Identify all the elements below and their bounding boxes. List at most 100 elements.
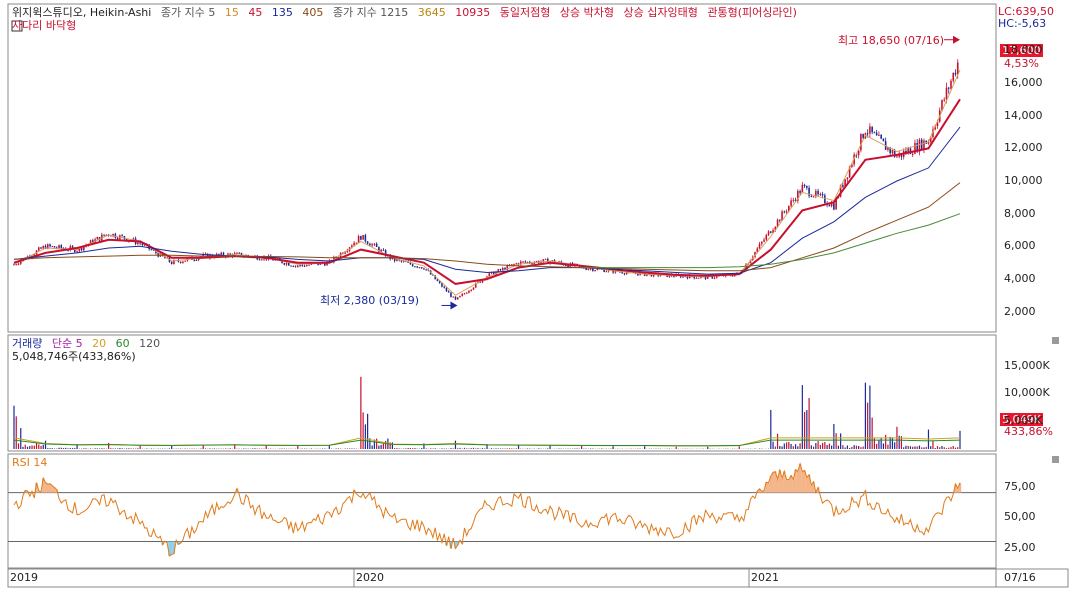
volume-bar [851,446,853,449]
volume-bar [450,448,452,449]
candle-body [929,137,932,142]
volume-bar [369,438,371,449]
volume-bar [42,444,44,449]
candle-body [810,195,813,197]
candle-body [184,260,186,262]
candle-body [637,273,639,276]
volume-bar [265,445,267,449]
candle-body [731,275,734,277]
volume-bar [119,448,121,449]
legend-pattern-2: 상승 박차형 [559,6,615,19]
candle-body [461,293,464,296]
candle-body [416,266,418,268]
volume-bar [121,448,123,449]
rsi-panel-button[interactable] [1052,456,1059,463]
volume-bar [168,448,171,449]
candle-body [468,290,470,293]
candle-body [285,262,288,265]
volume-bar [254,448,256,449]
candle-body [434,275,436,280]
lc-value: LC:639,50 [998,5,1055,18]
volume-bar [389,442,391,449]
candle-body [531,263,533,265]
volume-bar [35,442,38,449]
volume-bar [252,448,254,449]
candle-body [121,235,123,237]
volume-bar [425,448,427,449]
volume-bar [801,385,803,449]
volume-bar [826,445,828,449]
candle-body [170,261,173,264]
volume-bar [880,438,882,449]
volume-bar [788,441,790,449]
candle-body [488,273,491,277]
candle-body [49,244,51,247]
candle-body [542,259,545,262]
legend-ma-135: 135 [271,6,293,19]
volume-bar [22,446,24,449]
candle-body [67,249,69,251]
candle-body [441,282,443,287]
volume-bar [817,441,819,449]
volume-bar [434,448,436,449]
candle-body [396,259,398,261]
volume-bar [412,448,414,449]
volume-bar [889,436,891,449]
candle-body [15,264,18,266]
candle-body [355,242,358,244]
candle-body [713,277,716,279]
candle-body [513,264,515,266]
candle-body [418,267,421,269]
volume-bar [538,448,540,449]
candle-body [281,260,283,264]
candle-body [420,267,423,269]
candle-body [393,257,396,261]
candle-body [236,252,238,254]
volume-bar [581,445,583,449]
volume-bar [707,446,709,449]
volume-bar [110,448,112,449]
volume-bar [398,448,400,449]
volume-tick-label: 10,000K [1004,386,1050,400]
volume-bar [481,448,484,449]
price-tick-label: 4,000 [1004,272,1036,285]
volume-last-pct: 433,86% [1004,425,1053,438]
candle-body [510,264,513,266]
volume-bar [894,442,896,449]
volume-bar [367,413,369,449]
volume-bar [858,446,860,449]
volume-bar [497,448,499,449]
volume-bar [499,448,502,449]
volume-bar [822,442,824,449]
volume-bar [213,448,216,449]
candle-body [423,268,425,270]
volume-bar [957,447,959,449]
volume-bar [945,448,948,449]
volume-bar [781,446,783,449]
volume-panel-button[interactable] [1052,337,1059,344]
candle-body [576,263,578,265]
candle-body [366,241,369,244]
volume-bar [470,448,472,449]
candle-body [450,292,452,297]
candle-body [794,199,797,201]
candle-body [756,248,759,252]
volume-bar [137,448,139,449]
candle-body [283,263,286,265]
volume-bar [472,447,475,449]
candle-body [481,279,484,283]
volume-bar [101,448,103,449]
candle-body [193,259,195,261]
candle-body [808,187,810,196]
candle-body [409,262,412,265]
volume-bar [423,443,425,449]
candle-body [229,253,232,255]
candle-body [567,265,569,268]
low-arrow [450,301,458,310]
candle-body [402,261,405,263]
volume-bar [871,417,873,449]
volume-bar [40,445,42,449]
candle-body [565,265,567,267]
candle-body [44,246,47,249]
candle-body [103,234,105,236]
